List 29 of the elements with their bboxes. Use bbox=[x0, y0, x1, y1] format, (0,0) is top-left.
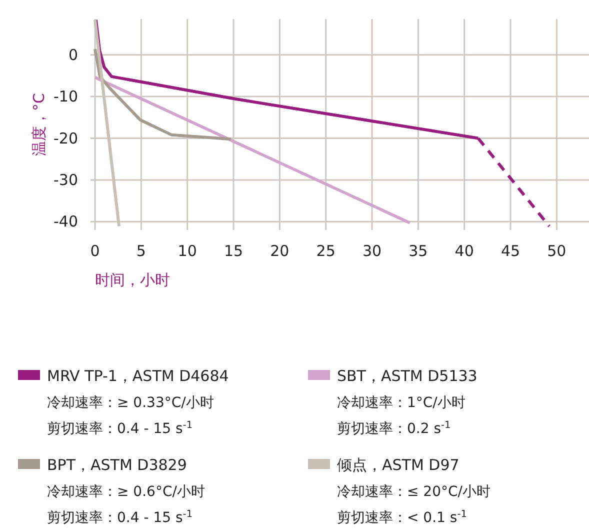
legend-label: SBT，ASTM D5133 bbox=[337, 367, 478, 385]
x-tick-label: 0 bbox=[90, 242, 100, 260]
y-tick-label: -20 bbox=[54, 129, 78, 148]
x-tick-label: 45 bbox=[500, 242, 520, 260]
y-tick-label: -30 bbox=[54, 170, 78, 189]
x-tick-label: 50 bbox=[547, 242, 566, 260]
x-tick-label: 30 bbox=[362, 242, 382, 260]
y-axis-title: 温度，°C bbox=[30, 93, 48, 156]
x-axis-title: 时间，小时 bbox=[95, 271, 170, 289]
x-tick-label: 5 bbox=[136, 242, 146, 260]
y-tick-label: -40 bbox=[54, 212, 78, 231]
text: 剪切速率：0.4 - 15 s$^{-1}$ bbox=[47, 420, 193, 437]
text: 冷却速率：1°C/小时 bbox=[337, 395, 466, 411]
text: 冷却速率：≥ 0.6°C/小时 bbox=[47, 484, 205, 500]
y-tick-label: 0 bbox=[68, 46, 78, 64]
y-tick-label: -10 bbox=[54, 88, 78, 106]
text: 冷却速率：≥ 0.33°C/小时 bbox=[47, 395, 214, 411]
text: 剪切速率：< 0.1 s$^{-1}$ bbox=[337, 508, 467, 526]
text: 剪切速率：0.4 - 15 s$^{-1}$ bbox=[47, 508, 193, 526]
text: 冷却速率：≤ 20°C/小时 bbox=[337, 484, 490, 500]
x-tick-label: 20 bbox=[270, 242, 290, 260]
legend-label: 倾点，ASTM D97 bbox=[337, 456, 460, 474]
legend-label: BPT，ASTM D3829 bbox=[47, 456, 187, 474]
x-tick-label: 15 bbox=[224, 242, 244, 260]
x-tick-label: 10 bbox=[178, 242, 197, 260]
x-tick-label: 35 bbox=[408, 242, 428, 260]
x-tick-label: 25 bbox=[316, 242, 336, 260]
x-tick-label: 40 bbox=[454, 242, 474, 260]
text: 剪切速率：0.2 s$^{-1}$ bbox=[337, 420, 451, 437]
